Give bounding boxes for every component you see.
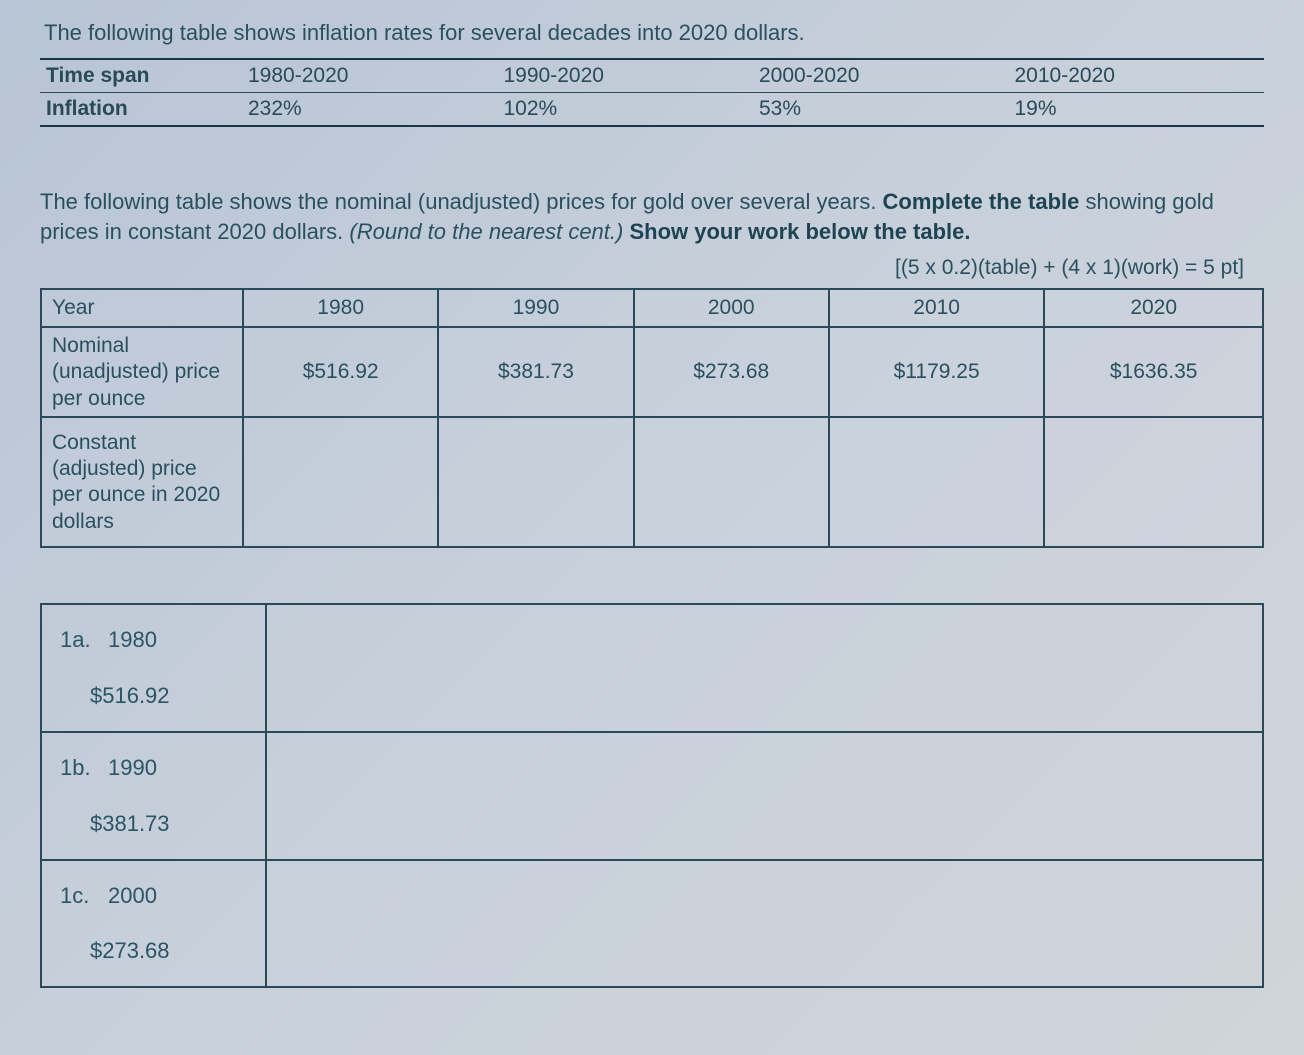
nominal-val-4: $1636.35	[1044, 327, 1263, 417]
work-area-1[interactable]	[266, 732, 1263, 860]
nominal-val-1: $381.73	[438, 327, 633, 417]
instruction-i1: (Round to the nearest cent.)	[349, 219, 623, 244]
work-table: 1a.1980 $516.92 1b.1990 $381.73 1c.2000 …	[40, 603, 1264, 988]
nominal-val-2: $273.68	[634, 327, 829, 417]
gold-year-4: 2020	[1044, 289, 1263, 327]
work-price-1: $381.73	[60, 789, 255, 845]
gold-header-label: Year	[41, 289, 243, 327]
inflation-val-3: 19%	[1009, 93, 1265, 127]
nominal-val-0: $516.92	[243, 327, 438, 417]
instruction-text: The following table shows the nominal (u…	[40, 187, 1264, 246]
work-row-1b: 1b.1990 $381.73	[41, 732, 1263, 860]
instruction-b1: Complete the table	[883, 189, 1080, 214]
gold-price-table: Year 1980 1990 2000 2010 2020 Nominal (u…	[40, 288, 1264, 548]
work-num-2: 1c.	[60, 875, 108, 917]
timespan-col-0: 1980-2020	[242, 59, 498, 93]
work-year-0: 1980	[108, 627, 157, 652]
work-price-2: $273.68	[60, 916, 255, 972]
gold-year-3: 2010	[829, 289, 1044, 327]
inflation-row-label-timespan: Time span	[40, 59, 242, 93]
instruction-p1: The following table shows the nominal (u…	[40, 189, 883, 214]
nominal-label: Nominal (unadjusted) price per ounce	[41, 327, 243, 417]
inflation-val-0: 232%	[242, 93, 498, 127]
instruction-b2: Show your work below the table.	[629, 219, 970, 244]
constant-val-3[interactable]	[829, 417, 1044, 547]
work-num-0: 1a.	[60, 619, 108, 661]
work-num-1: 1b.	[60, 747, 108, 789]
inflation-rate-table: Time span 1980-2020 1990-2020 2000-2020 …	[40, 58, 1264, 127]
work-row-1a: 1a.1980 $516.92	[41, 604, 1263, 732]
gold-year-2: 2000	[634, 289, 829, 327]
work-area-2[interactable]	[266, 860, 1263, 988]
constant-val-0[interactable]	[243, 417, 438, 547]
gold-year-1: 1990	[438, 289, 633, 327]
inflation-val-1: 102%	[498, 93, 754, 127]
work-price-0: $516.92	[60, 661, 255, 717]
worksheet-page: The following table shows inflation rate…	[0, 0, 1304, 1008]
timespan-col-2: 2000-2020	[753, 59, 1009, 93]
work-row-1c: 1c.2000 $273.68	[41, 860, 1263, 988]
nominal-val-3: $1179.25	[829, 327, 1044, 417]
inflation-val-2: 53%	[753, 93, 1009, 127]
points-formula: [(5 x 0.2)(table) + (4 x 1)(work) = 5 pt…	[40, 256, 1264, 280]
constant-val-1[interactable]	[438, 417, 633, 547]
work-year-2: 2000	[108, 883, 157, 908]
constant-val-2[interactable]	[634, 417, 829, 547]
work-year-1: 1990	[108, 755, 157, 780]
gold-year-0: 1980	[243, 289, 438, 327]
work-area-0[interactable]	[266, 604, 1263, 732]
timespan-col-1: 1990-2020	[498, 59, 754, 93]
inflation-row-label-inflation: Inflation	[40, 93, 242, 127]
intro-text: The following table shows inflation rate…	[40, 20, 1264, 46]
timespan-col-3: 2010-2020	[1009, 59, 1265, 93]
constant-label: Constant (adjusted) price per ounce in 2…	[41, 417, 243, 547]
constant-val-4[interactable]	[1044, 417, 1263, 547]
